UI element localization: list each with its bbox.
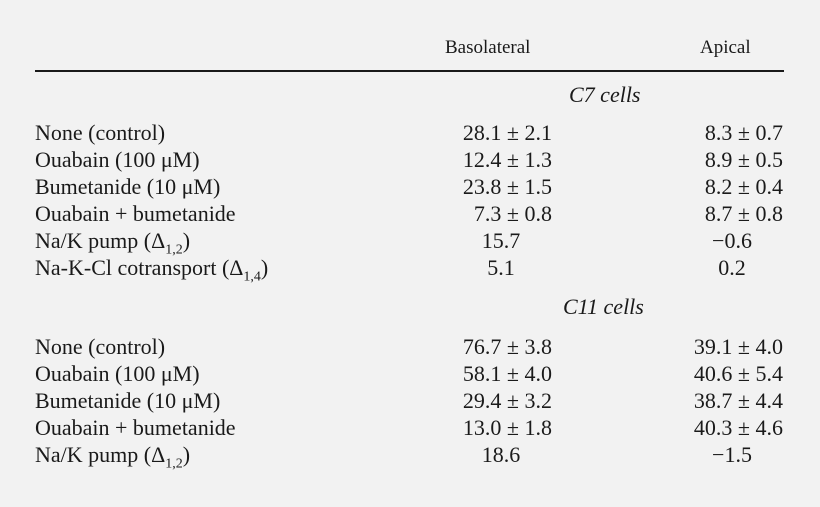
basolateral-value: 29.4 ± 3.2: [462, 388, 552, 413]
basolateral-value: 5.1: [487, 255, 515, 280]
table-row: Ouabain (100 μM) 12.4 ± 1.3 8.9 ± 0.5: [0, 146, 820, 173]
basolateral-value: 12.4 ± 1.3: [462, 147, 552, 172]
section-title-c11: C11 cells: [563, 294, 644, 319]
basolateral-value: 7.3 ± 0.8: [473, 201, 552, 226]
apical-value: 8.7 ± 0.8: [704, 201, 783, 226]
apical-value: 40.6 ± 5.4: [693, 361, 783, 386]
row-label: Ouabain (100 μM): [35, 361, 200, 386]
column-header-apical: Apical: [700, 37, 751, 58]
row-label: None (control): [35, 120, 166, 145]
basolateral-value: 23.8 ± 1.5: [462, 174, 552, 199]
apical-value: 8.9 ± 0.5: [704, 147, 783, 172]
row-label: Ouabain + bumetanide: [35, 415, 236, 440]
apical-value: −0.6: [712, 228, 752, 253]
basolateral-value: 13.0 ± 1.8: [462, 415, 552, 440]
apical-value: 38.7 ± 4.4: [693, 388, 783, 413]
table-row: Bumetanide (10 μM) 23.8 ± 1.5 8.2 ± 0.4: [0, 173, 820, 200]
row-label: Na/K pump (Δ1,2): [35, 228, 191, 258]
column-header-basolateral: Basolateral: [445, 37, 531, 58]
table-row: Na/K pump (Δ1,2) 15.7 −0.6: [0, 227, 820, 257]
table-row: Na-K-Cl cotransport (Δ1,4) 5.1 0.2: [0, 254, 820, 284]
table-row: Bumetanide (10 μM) 29.4 ± 3.2 38.7 ± 4.4: [0, 387, 820, 414]
apical-value: 40.3 ± 4.6: [693, 415, 783, 440]
table-row: Na/K pump (Δ1,2) 18.6 −1.5: [0, 441, 820, 471]
basolateral-value: 15.7: [481, 228, 521, 253]
table-row: None (control) 76.7 ± 3.8 39.1 ± 4.0: [0, 333, 820, 360]
row-label: Bumetanide (10 μM): [35, 388, 221, 413]
basolateral-value: 18.6: [481, 442, 521, 467]
row-label: Bumetanide (10 μM): [35, 174, 221, 199]
table-row: Ouabain + bumetanide 13.0 ± 1.8 40.3 ± 4…: [0, 414, 820, 441]
row-label: Na/K pump (Δ1,2): [35, 442, 191, 472]
row-label: None (control): [35, 334, 166, 359]
row-label: Ouabain (100 μM): [35, 147, 200, 172]
basolateral-value: 58.1 ± 4.0: [462, 361, 552, 386]
apical-value: 0.2: [718, 255, 746, 280]
table-row: None (control) 28.1 ± 2.1 8.3 ± 0.7: [0, 119, 820, 146]
apical-value: 8.2 ± 0.4: [704, 174, 783, 199]
basolateral-value: 76.7 ± 3.8: [462, 334, 552, 359]
basolateral-value: 28.1 ± 2.1: [462, 120, 552, 145]
table-row: Ouabain (100 μM) 58.1 ± 4.0 40.6 ± 5.4: [0, 360, 820, 387]
header-rule: [35, 70, 784, 72]
table-row: Ouabain + bumetanide 7.3 ± 0.8 8.7 ± 0.8: [0, 200, 820, 227]
apical-value: 39.1 ± 4.0: [693, 334, 783, 359]
apical-value: −1.5: [712, 442, 752, 467]
row-label: Ouabain + bumetanide: [35, 201, 236, 226]
section-title-c7: C7 cells: [569, 82, 641, 107]
apical-value: 8.3 ± 0.7: [704, 120, 783, 145]
row-label: Na-K-Cl cotransport (Δ1,4): [35, 255, 269, 285]
